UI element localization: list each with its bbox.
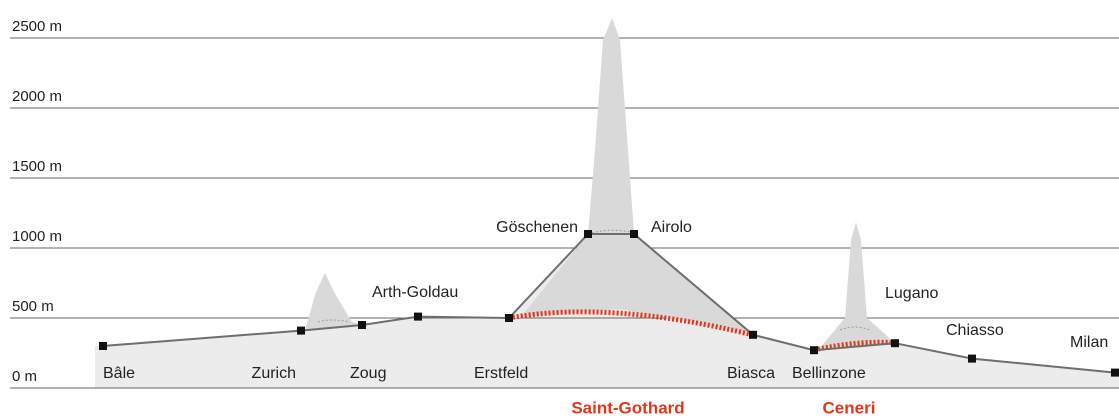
station-marker	[891, 339, 899, 347]
station-marker	[297, 327, 305, 335]
station-marker	[505, 314, 513, 322]
station-label: Arth-Goldau	[372, 284, 458, 301]
station-label: Erstfeld	[474, 365, 528, 382]
station-label: Milan	[1070, 334, 1108, 351]
station-label: Zurich	[252, 365, 296, 382]
mountain	[305, 273, 362, 330]
station-label: Bâle	[103, 365, 135, 382]
station-label: Bellinzone	[792, 365, 866, 382]
chart: Saint-Gothard Ceneri 0 m 500 m 1000 m 1500 …	[0, 0, 1119, 419]
y-tick-label: 2000 m	[12, 88, 62, 105]
station-marker	[584, 230, 592, 238]
page: {"chart_data": {"type": "line", "categor…	[0, 0, 1119, 419]
tunnel-label: Ceneri	[823, 398, 876, 417]
station-label: Biasca	[727, 365, 775, 382]
station-label: Göschenen	[496, 219, 578, 236]
station-label: Airolo	[651, 219, 692, 236]
y-tick-label: 0 m	[12, 368, 37, 385]
y-tick-label: 500 m	[12, 298, 54, 315]
station-marker	[968, 355, 976, 363]
y-tick-label: 1000 m	[12, 228, 62, 245]
station-label: Zoug	[350, 365, 386, 382]
station-marker	[414, 313, 422, 321]
y-tick-label: 2500 m	[12, 18, 62, 35]
station-marker	[358, 321, 366, 329]
y-tick-label: 1500 m	[12, 158, 62, 175]
tunnel-label: Saint-Gothard	[571, 398, 684, 417]
station-marker	[749, 331, 757, 339]
mountain	[509, 18, 752, 335]
station-label: Chiasso	[946, 322, 1004, 339]
station-marker	[1111, 369, 1119, 377]
station-marker	[630, 230, 638, 238]
station-marker	[810, 346, 818, 354]
station-marker	[99, 342, 107, 350]
station-label: Lugano	[885, 285, 938, 302]
mountain	[814, 222, 895, 350]
